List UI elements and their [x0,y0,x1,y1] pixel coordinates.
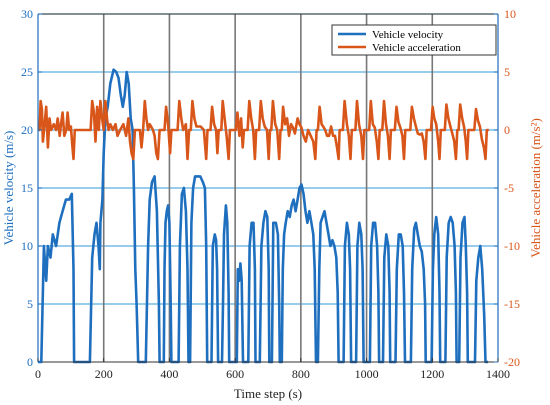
x-tick-label: 400 [160,367,178,381]
y-right-tick-label: 0 [504,123,510,137]
y-axis-label-right: Vehicle acceleration (m/s²) [528,118,543,258]
series-layer [38,68,489,364]
y-right-tick-label: 10 [504,7,516,21]
acceleration-series-line [38,99,489,161]
x-tick-label: 800 [292,367,310,381]
y-right-tick-label: -5 [504,181,514,195]
y-left-tick-label: 15 [21,181,33,195]
legend-box [331,24,497,56]
y-left-tick-label: 10 [21,239,33,253]
y-left-tick-label: 5 [27,297,33,311]
x-axis-label: Time step (s) [234,386,302,401]
tick-labels: 0 200 400 600 800 1000 1200 1400 0 5 10 15 20 25 30 -20… [21,7,520,381]
x-tick-label: 0 [35,367,41,381]
y-right-tick-label: -15 [504,297,520,311]
x-tick-label: 1200 [420,367,444,381]
y-axis-label-left: Vehicle velocity (m/s) [1,131,16,246]
axes [37,13,499,363]
y-left-tick-label: 20 [21,123,33,137]
y-left-tick-label: 25 [21,65,33,79]
y-right-tick-label: -20 [504,355,520,369]
y-right-tick-label: -10 [504,239,520,253]
y-left-tick-label: 0 [27,355,33,369]
x-tick-label: 1400 [486,367,510,381]
y-left-tick-label: 30 [21,7,33,21]
legend-label-acceleration: Vehicle acceleration [372,42,461,54]
legend-label-velocity: Vehicle velocity [372,29,444,41]
y-right-tick-label: 5 [504,65,510,79]
x-tick-label: 200 [95,367,113,381]
x-tick-label: 1000 [355,367,379,381]
velocity-series-line [38,68,489,364]
x-tick-label: 600 [226,367,244,381]
